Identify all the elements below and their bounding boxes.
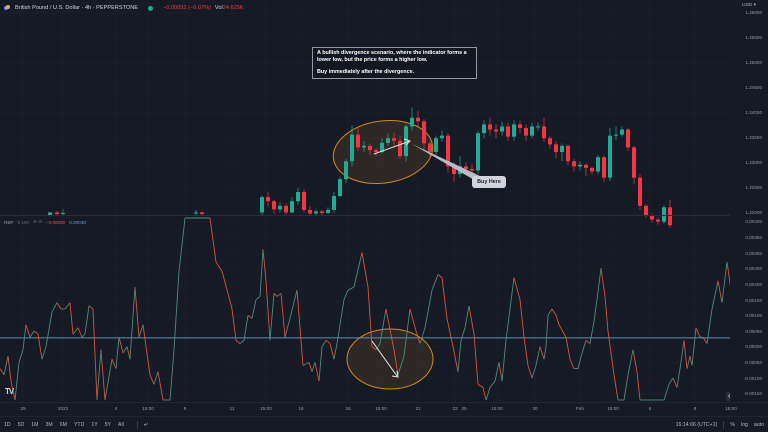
bottom-toolbar: 1D 5D 1M 3M 6M YTD 1Y 5Y All ⤶ 16:14:06 … [0, 416, 768, 432]
annotation-text-2: Buy immediately after the divergence. [317, 69, 415, 76]
price-change: −0.00092 (−0.07%) [163, 5, 211, 11]
time-tick: 21 [415, 406, 421, 411]
calendar-goto-icon[interactable]: ⤶ [143, 420, 148, 428]
price-tick: 1.22500 [745, 185, 762, 190]
log-toggle[interactable]: log [740, 421, 748, 428]
indicator-legend: RBP 9 100 ⊘ ⊘ −0.00050 0.00038 [4, 219, 86, 225]
time-tick: 4 [114, 406, 118, 411]
indicator-name[interactable]: RBP [4, 219, 14, 225]
time-tick: 15:00 [142, 406, 154, 411]
clock[interactable]: 16:14:06 (UTC+1) [675, 421, 718, 428]
percent-toggle[interactable]: % [730, 421, 735, 428]
tradingview-logo[interactable]: TV [5, 387, 14, 396]
time-axis[interactable]: 29 2023 4 15:00 9 11 15:00 16 18 15:00 21 23 25 15:00… [0, 402, 768, 416]
volume-label: Vol [214, 5, 223, 11]
divider [136, 420, 138, 429]
indicator-tick: 0.00300 [745, 251, 762, 256]
price-tick: 1.25500 [745, 35, 762, 40]
indicator-tick: 0.00200 [745, 282, 762, 287]
time-tick: 6 [648, 406, 652, 411]
indicator-tick: 0.00250 [745, 266, 762, 271]
symbol-legend: British Pound / U.S. Dollar · 4h · PEPPE… [4, 3, 244, 13]
range-5d[interactable]: 5D [17, 421, 25, 428]
range-5y[interactable]: 5Y [104, 421, 112, 428]
indicator-tick: 0.00150 [745, 298, 762, 303]
time-tick: 15:00 [375, 406, 387, 411]
bottom-right-controls: 16:14:06 (UTC+1) % log auto [675, 420, 764, 429]
range-3m[interactable]: 3M [45, 421, 53, 428]
indicator-tick: -0.00050 [743, 360, 762, 365]
time-tick: 30 [532, 406, 538, 411]
auto-toggle[interactable]: auto [753, 421, 764, 428]
range-1y[interactable]: 1Y [91, 421, 98, 428]
divider [723, 420, 725, 429]
price-tick: 1.23000 [745, 160, 762, 165]
market-open-icon [148, 5, 154, 11]
indicator-tick: -0.00100 [743, 376, 762, 381]
buy-here-callout[interactable]: Buy Here [472, 176, 506, 188]
divergence-annotation[interactable]: A bullish divergence scenario, where the… [312, 47, 477, 79]
currency-pair-icon [4, 5, 11, 11]
time-tick: 29 [20, 406, 26, 411]
time-tick: 15:00 [260, 406, 272, 411]
price-axis[interactable]: USD ▾ 1.26000 1.25500 1.25000 1.24500 1.2400… [730, 0, 768, 402]
indicator-tick: 0.00050 [745, 329, 762, 334]
indicator-value-1: −0.00050 [45, 219, 66, 225]
time-tick: Feb [576, 406, 584, 411]
time-tick: 11 [229, 406, 235, 411]
range-1m[interactable]: 1M [31, 421, 39, 428]
time-tick: 2023 [57, 406, 69, 411]
price-tick: 1.24000 [745, 110, 762, 115]
indicator-params: 9 100 [17, 219, 29, 225]
annotation-text-1: A bullish divergence scenario, where the… [317, 50, 467, 63]
time-tick: 9 [183, 406, 187, 411]
symbol-title[interactable]: British Pound / U.S. Dollar · 4h · PEPPE… [15, 5, 139, 11]
indicator-value-2: 0.00038 [69, 219, 86, 225]
currency-selector[interactable]: USD ▾ [742, 3, 756, 8]
time-tick: 15:00 [725, 406, 737, 411]
chart-area[interactable]: British Pound / U.S. Dollar · 4h · PEPPE… [0, 0, 740, 402]
time-tick: 16 [298, 406, 304, 411]
indicator-tick: 0.00400 [745, 219, 762, 224]
time-tick: 15:00 [491, 406, 503, 411]
indicator-tick: 0.00000 [745, 344, 762, 349]
time-tick: 23 [452, 406, 458, 411]
indicator-tick: 0.00100 [745, 313, 762, 318]
range-6m[interactable]: 6M [59, 421, 67, 428]
indicator-tick: 0.00350 [745, 235, 762, 240]
price-chart[interactable] [0, 0, 740, 402]
price-tick: 1.25000 [745, 60, 762, 65]
volume-value: 24.625K [222, 5, 244, 11]
indicator-flags-icon: ⊘ ⊘ [32, 219, 42, 224]
time-tick: 8 [693, 406, 697, 411]
price-tick: 1.26000 [745, 10, 762, 15]
pane-separator[interactable] [0, 215, 740, 216]
price-tick: 1.23500 [745, 135, 762, 140]
time-tick: 15:00 [607, 406, 619, 411]
range-ytd[interactable]: YTD [73, 421, 85, 428]
indicator-tick: -0.00150 [743, 391, 762, 396]
time-tick: 25 [461, 406, 467, 411]
range-1d[interactable]: 1D [4, 421, 11, 428]
price-tick: 1.24500 [745, 85, 762, 90]
time-tick: 18 [345, 406, 351, 411]
range-all[interactable]: All [118, 421, 124, 428]
price-tick: 1.22000 [745, 210, 762, 215]
